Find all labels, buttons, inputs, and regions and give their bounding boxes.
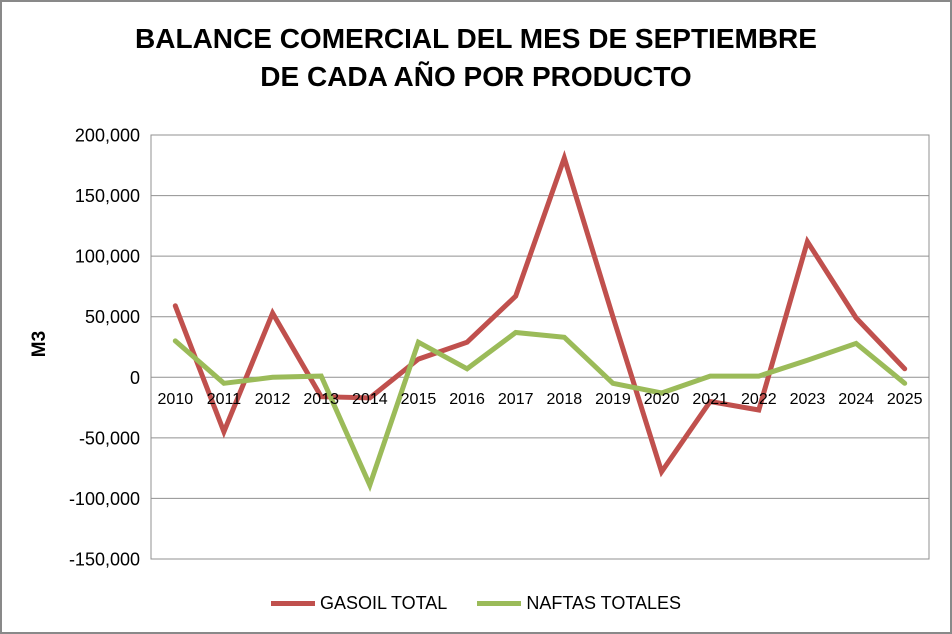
x-axis-year-label: 2011 <box>207 391 242 408</box>
series-line-naftas-totales <box>172 329 908 492</box>
x-axis-year-label: 2010 <box>158 391 194 408</box>
y-axis-tick-label: 200,000 <box>75 126 140 146</box>
y-axis-tick-label: -150,000 <box>69 550 140 570</box>
y-axis-tick-label: 150,000 <box>75 186 140 206</box>
x-axis-year-label: 2021 <box>692 391 728 408</box>
y-axis-tick-label: -100,000 <box>69 489 140 509</box>
plot-border <box>150 134 930 560</box>
legend-label-naftas-totales: NAFTAS TOTALES <box>526 593 682 613</box>
x-axis-year-label: 2012 <box>255 391 291 408</box>
legend-swatch-gasoil-total <box>270 601 315 606</box>
legend: GASOIL TOTAL NAFTAS TOTALES <box>2 593 950 614</box>
legend-item-gasoil-total: GASOIL TOTAL <box>270 593 448 614</box>
y-axis-tick-label: 50,000 <box>85 307 140 327</box>
y-axis-tick-label: 0 <box>130 368 140 388</box>
series-line-gasoil-total <box>172 150 908 478</box>
x-axis-year-label: 2013 <box>303 391 339 408</box>
legend-item-naftas-totales: NAFTAS TOTALES <box>477 593 681 614</box>
x-axis-year-label: 2024 <box>838 391 874 408</box>
x-axis-year-label: 2025 <box>887 391 923 408</box>
x-axis-year-label: 2017 <box>498 391 534 408</box>
x-axis-year-label: 2022 <box>741 391 777 408</box>
x-axis-year-label: 2016 <box>449 391 485 408</box>
y-axis-tick-label: 100,000 <box>75 247 140 267</box>
x-axis-year-label: 2018 <box>547 391 583 408</box>
legend-swatch-naftas-totales <box>477 601 522 606</box>
y-axis-tick-label: -50,000 <box>79 428 140 448</box>
x-axis-year-label: 2020 <box>644 391 680 408</box>
x-axis-year-label: 2023 <box>790 391 826 408</box>
x-axis-year-label: 2014 <box>352 391 388 408</box>
x-axis-year-label: 2015 <box>401 391 437 408</box>
x-axis-year-label: 2019 <box>595 391 631 408</box>
chart-title-line-1: BALANCE COMERCIAL DEL MES DE SEPTIEMBRE <box>135 23 817 54</box>
chart-title: BALANCE COMERCIAL DEL MES DE SEPTIEMBRE … <box>2 20 950 96</box>
chart-title-line-2: DE CADA AÑO POR PRODUCTO <box>260 61 692 92</box>
legend-label-gasoil-total: GASOIL TOTAL <box>319 593 448 613</box>
